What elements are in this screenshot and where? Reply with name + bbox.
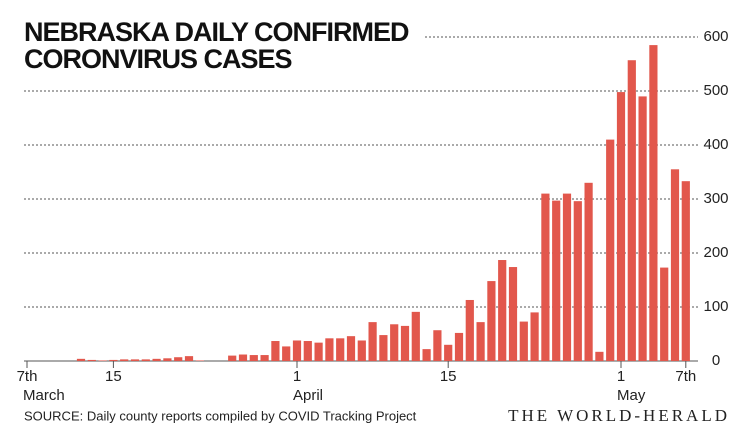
bar [508,267,518,361]
bar [562,193,572,361]
bar [390,324,399,361]
bar [249,355,258,361]
bar [325,338,334,361]
bar [98,360,107,361]
bar [184,356,194,361]
bar [282,346,291,361]
bar [152,358,161,361]
bar [476,322,485,361]
x-tick-label: 1 [617,368,625,385]
bar [346,336,356,361]
bar [109,359,118,361]
y-tick-label: 100 [703,298,728,315]
y-tick-label: 500 [703,82,728,99]
bar [130,359,140,361]
chart-title: NEBRASKA DAILY CONFIRMED CORONVIRUS CASES [24,17,409,74]
bar [487,281,496,361]
y-tick-label: 0 [712,352,720,369]
bar [552,200,561,361]
month-label: April [293,387,323,404]
bar [76,358,86,361]
bar [163,358,172,361]
bar [444,344,453,361]
bar [606,139,615,361]
bar [681,181,690,361]
bar [195,360,204,361]
month-label: March [23,387,65,404]
bar [660,267,669,361]
bar [519,321,528,361]
bar [638,96,647,362]
x-tick-label: 15 [440,368,457,385]
x-tick-label: 7th [17,368,38,385]
bar [174,357,183,361]
bar [573,201,582,361]
bar [87,359,96,361]
y-tick-label: 300 [703,190,728,207]
bar [454,332,464,361]
bar [530,312,539,361]
bar [379,335,388,361]
month-label: May [617,387,646,404]
bar [541,193,550,361]
publisher: THE WORLD-HERALD [508,406,730,425]
source: SOURCE: Daily county reports compiled by… [24,408,417,423]
y-tick-label: 400 [703,136,728,153]
x-tick-label: 15 [105,368,122,385]
bar [670,169,680,361]
bar [465,299,474,361]
y-tick-label: 600 [703,28,728,45]
bar [422,349,431,361]
bar [260,355,269,361]
y-tick-label: 200 [703,244,728,261]
bar [498,260,507,361]
bar [649,45,658,361]
bar [595,351,604,361]
bar [314,342,323,361]
bar [303,341,312,361]
bar [368,322,377,361]
bar [336,338,345,361]
x-tick-label: 1 [293,368,301,385]
bar [271,341,280,361]
bar [584,182,593,361]
bar [357,340,366,361]
bar [433,330,442,361]
bar [228,355,237,361]
bar [120,359,129,361]
bar [616,92,626,361]
bar [411,311,420,361]
bar [627,60,636,361]
bar [238,354,248,361]
x-tick-label: 7th [675,368,696,385]
bar [400,325,410,361]
bar [292,340,302,361]
bar [141,359,150,361]
